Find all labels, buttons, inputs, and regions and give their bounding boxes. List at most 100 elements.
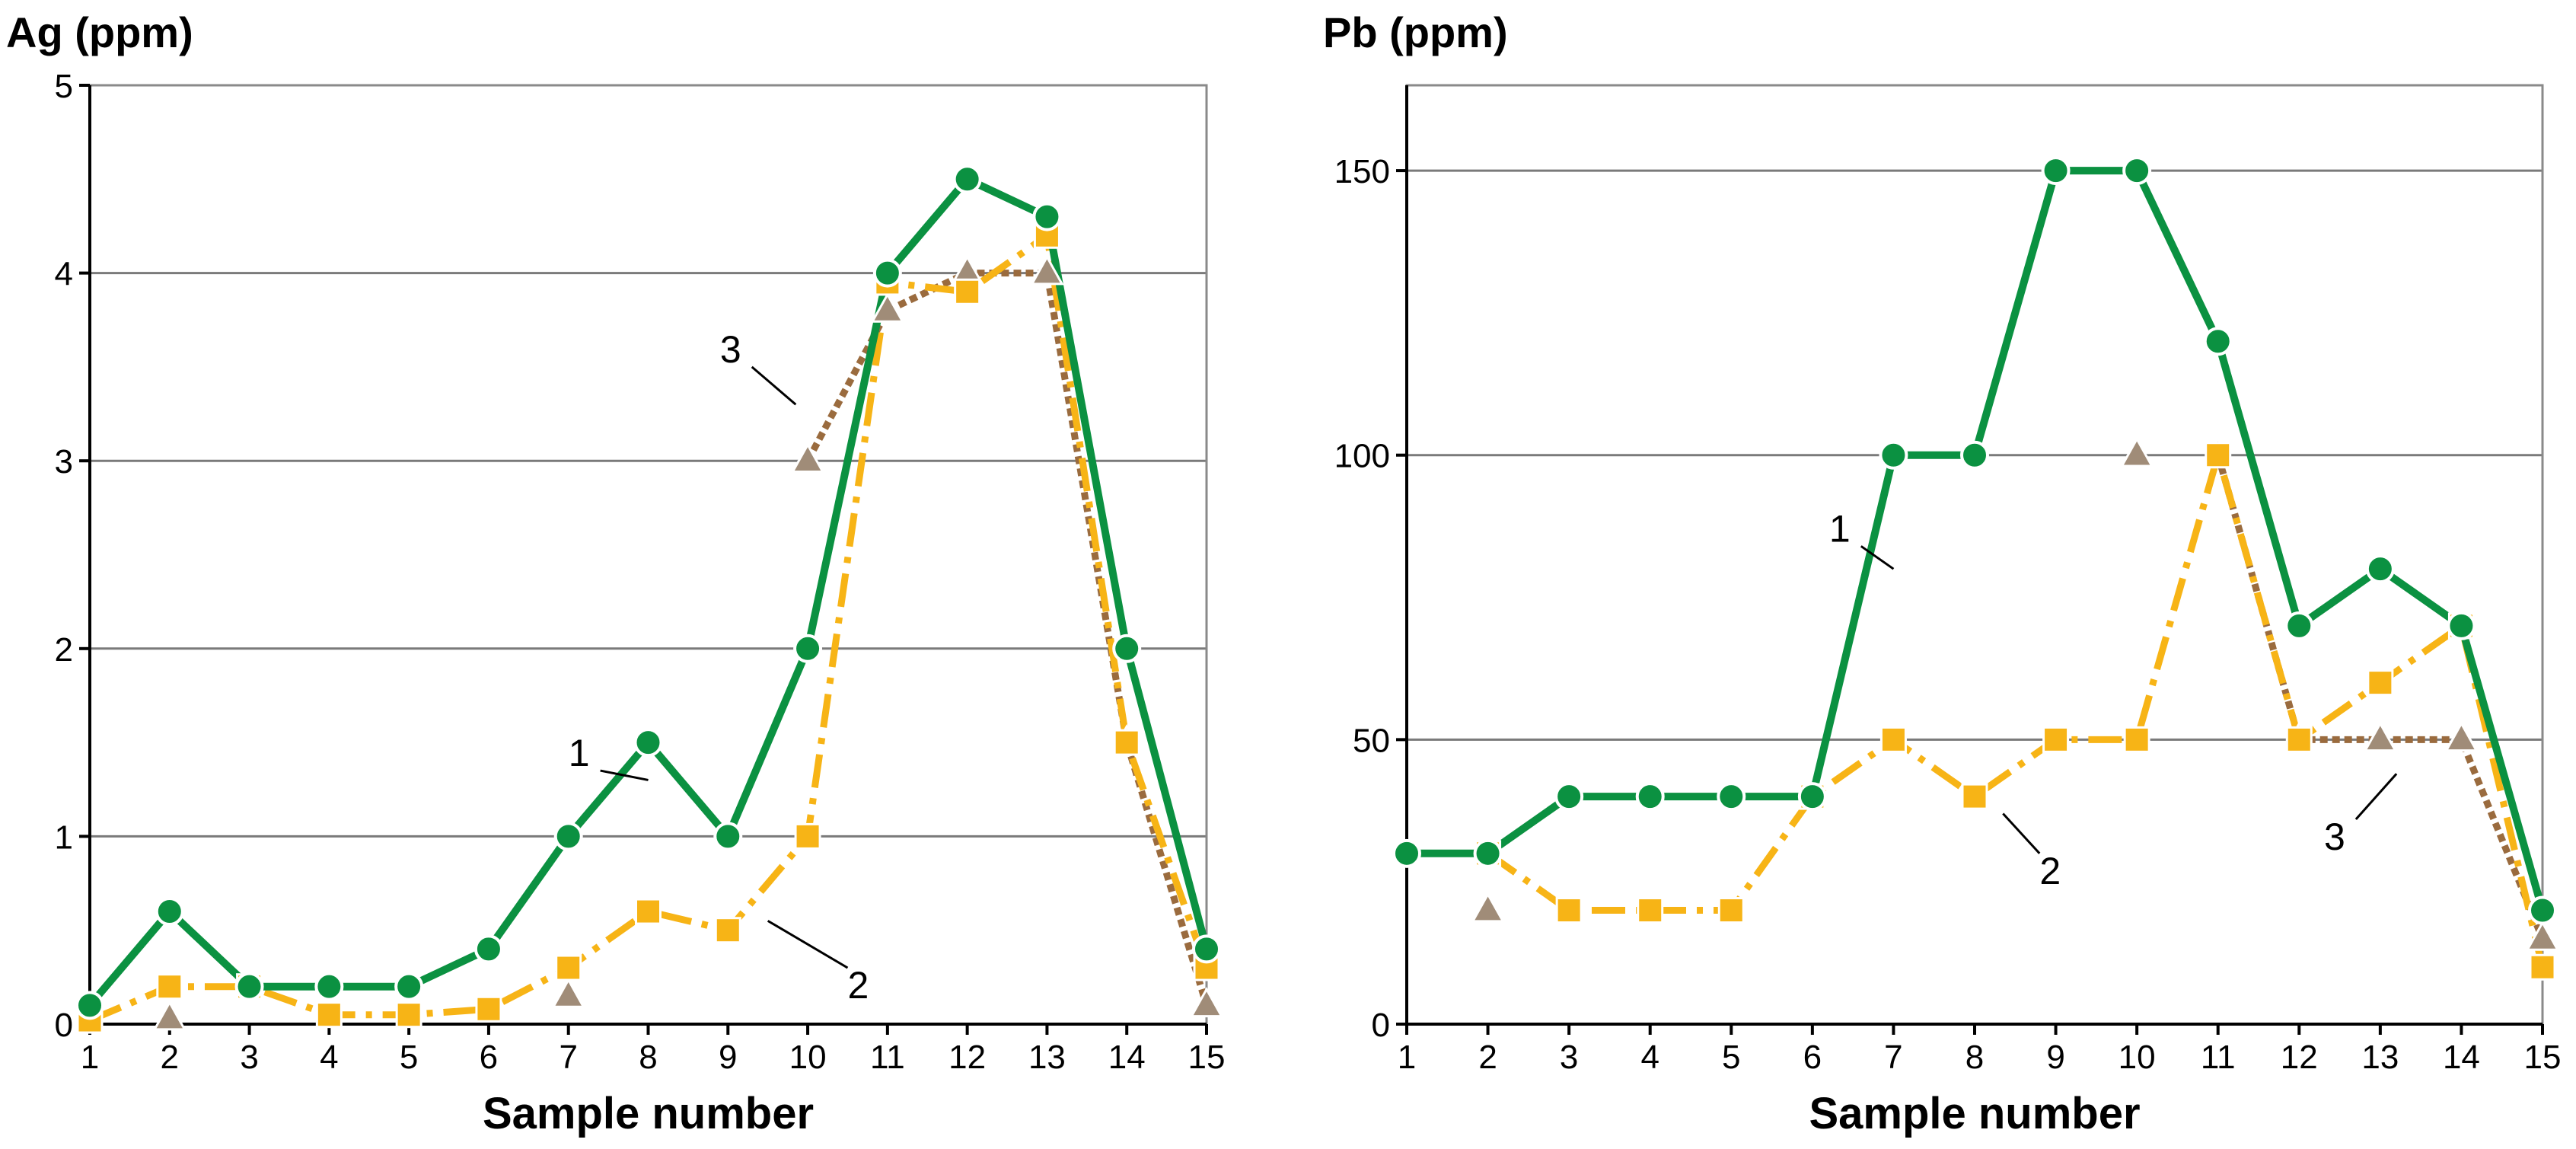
x-tick-label: 6 bbox=[480, 1039, 498, 1076]
series-3-point bbox=[2525, 920, 2560, 951]
x-tick-label: 11 bbox=[870, 1039, 905, 1076]
annotation-leader bbox=[1860, 545, 1895, 570]
y-axis-label: Pb (ppm) bbox=[1323, 8, 1508, 56]
annotation-leader bbox=[751, 365, 797, 406]
series-1-point bbox=[553, 822, 583, 851]
y-tick-label: 50 bbox=[1353, 722, 1390, 759]
x-tick-label: 15 bbox=[2524, 1039, 2562, 1076]
x-tick-label: 12 bbox=[2281, 1039, 2318, 1076]
series-2-point bbox=[1113, 729, 1140, 756]
series-3-point bbox=[1471, 892, 1505, 923]
x-tick-label: 6 bbox=[1803, 1039, 1822, 1076]
series-3-point bbox=[2444, 721, 2479, 752]
series-1-point bbox=[314, 972, 344, 1001]
x-tick-label: 2 bbox=[1478, 1039, 1497, 1076]
series-2-point bbox=[1961, 783, 1988, 810]
series-2-point bbox=[156, 973, 183, 1001]
x-tick-label: 5 bbox=[400, 1039, 418, 1076]
series-2-point bbox=[2205, 442, 2232, 469]
annotation-label: 2 bbox=[2039, 850, 2061, 892]
series-1-point bbox=[2284, 611, 2314, 640]
series-2-point bbox=[2285, 726, 2313, 753]
x-tick-label: 5 bbox=[1722, 1039, 1740, 1076]
x-tick-label: 13 bbox=[1028, 1039, 1066, 1076]
series-1-point bbox=[1635, 782, 1665, 812]
series-1-point bbox=[1797, 782, 1827, 812]
series-2-point bbox=[2123, 726, 2150, 753]
x-axis-label: Sample number bbox=[483, 1089, 814, 1138]
series-1-point bbox=[2203, 327, 2233, 356]
series-1-point bbox=[1192, 934, 1221, 964]
series-3-point bbox=[551, 977, 585, 1008]
x-tick-label: 10 bbox=[2119, 1039, 2156, 1076]
x-tick-label: 10 bbox=[789, 1039, 827, 1076]
series-1-point bbox=[1473, 838, 1503, 868]
annotation-label: 1 bbox=[1829, 507, 1851, 550]
series-1-point bbox=[2041, 156, 2071, 186]
x-tick-label: 12 bbox=[948, 1039, 986, 1076]
x-tick-label: 3 bbox=[1560, 1039, 1578, 1076]
series-1-point bbox=[234, 972, 264, 1001]
series-2-point bbox=[954, 278, 981, 305]
series-2-point bbox=[555, 954, 582, 981]
series-3-point bbox=[790, 442, 825, 473]
series-1-point bbox=[75, 991, 104, 1020]
x-tick-label: 14 bbox=[2443, 1039, 2480, 1076]
x-axis-label: Sample number bbox=[1809, 1089, 2140, 1138]
series-2-point bbox=[315, 1001, 343, 1029]
series-3-point bbox=[1030, 254, 1064, 286]
x-tick-label: 1 bbox=[81, 1039, 99, 1076]
series-2-point bbox=[635, 898, 662, 925]
plot-frame bbox=[1405, 84, 2544, 1026]
series-1-point bbox=[155, 897, 184, 927]
x-tick-label: 2 bbox=[161, 1039, 179, 1076]
series-2-point bbox=[2529, 953, 2556, 981]
x-tick-label: 9 bbox=[719, 1039, 737, 1076]
x-tick-label: 13 bbox=[2361, 1039, 2399, 1076]
series-3-point bbox=[870, 292, 905, 323]
series-2-point bbox=[1637, 897, 1664, 924]
x-tick-label: 7 bbox=[559, 1039, 577, 1076]
series-2-point bbox=[714, 917, 741, 944]
series-2-line bbox=[1486, 452, 2546, 969]
y-tick-label: 5 bbox=[55, 68, 73, 105]
series-1-point bbox=[1554, 782, 1584, 812]
series-2-point bbox=[475, 995, 502, 1023]
series-1-point bbox=[394, 972, 424, 1001]
annotation-leader bbox=[600, 769, 649, 781]
annotation-label: 3 bbox=[2324, 815, 2345, 858]
x-tick-label: 14 bbox=[1108, 1039, 1146, 1076]
annotation-label: 1 bbox=[569, 732, 590, 774]
series-2-point bbox=[794, 822, 821, 850]
series-1-point bbox=[1032, 202, 1062, 231]
annotation-leader bbox=[2354, 773, 2398, 820]
series-1-point bbox=[872, 258, 902, 288]
series-3-point bbox=[1189, 987, 1224, 1018]
y-tick-label: 150 bbox=[1334, 153, 1390, 190]
series-1-point bbox=[2447, 611, 2476, 640]
series-3-line bbox=[2214, 454, 2546, 940]
x-tick-label: 4 bbox=[320, 1039, 338, 1076]
x-tick-label: 4 bbox=[1640, 1039, 1659, 1076]
x-tick-label: 15 bbox=[1188, 1039, 1226, 1076]
series-1-point bbox=[1717, 782, 1746, 812]
x-tick-label: 1 bbox=[1398, 1039, 1416, 1076]
series-2-point bbox=[1555, 897, 1583, 924]
annotation-leader bbox=[767, 920, 849, 969]
series-1-line bbox=[87, 175, 1210, 1008]
series-1-point bbox=[1112, 634, 1142, 663]
series-2-point bbox=[1879, 726, 1907, 753]
series-1-point bbox=[952, 164, 982, 194]
x-tick-label: 8 bbox=[639, 1039, 657, 1076]
series-1-point bbox=[1960, 440, 1989, 470]
y-axis-label: Ag (ppm) bbox=[6, 8, 193, 56]
x-tick-label: 3 bbox=[240, 1039, 258, 1076]
series-1-point bbox=[793, 634, 823, 663]
y-tick-label: 0 bbox=[55, 1007, 73, 1044]
series-3-point bbox=[2119, 436, 2154, 468]
y-tick-label: 0 bbox=[1372, 1007, 1390, 1044]
series-3-point bbox=[152, 1000, 187, 1031]
